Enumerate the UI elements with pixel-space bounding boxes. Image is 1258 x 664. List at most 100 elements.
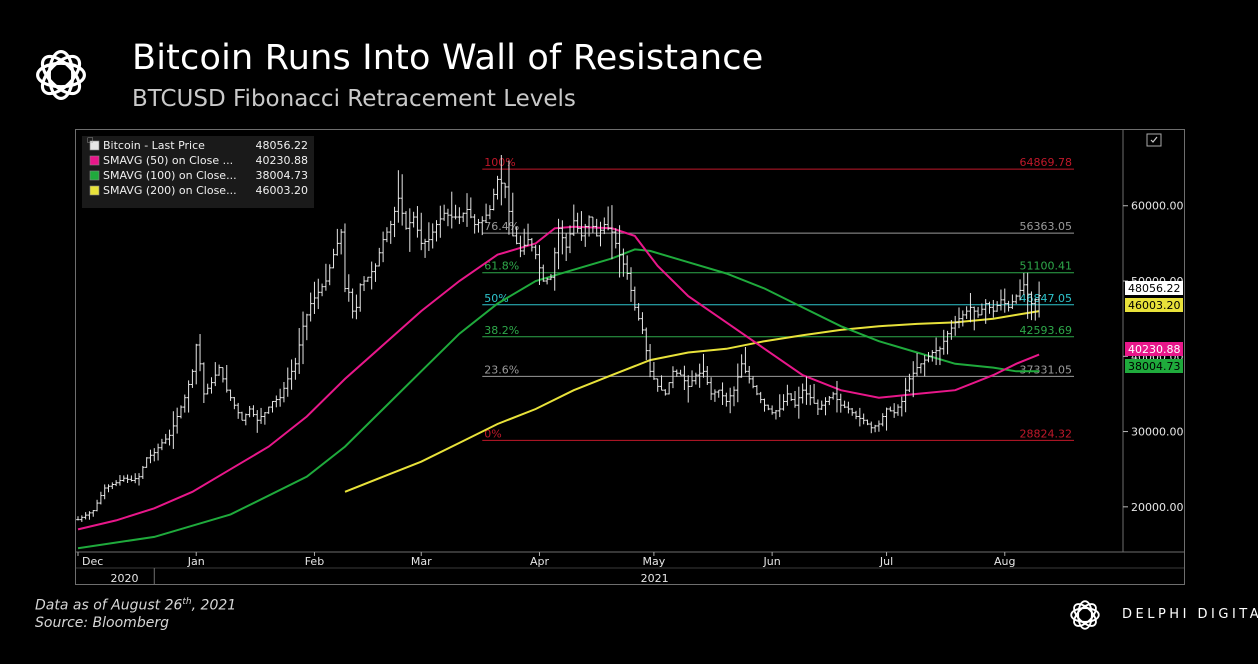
price-bar [823,397,828,416]
price-bar [919,363,923,374]
price-bar [995,301,999,312]
price-bar [903,377,908,413]
delphi-brand-icon [1070,600,1100,630]
x-year-label: 2020 [111,572,139,584]
price-bar [133,473,138,484]
price-bar [488,205,492,220]
price-bar [327,264,332,286]
fib-value-label: 64869.78 [1020,156,1073,169]
last-value-tag: 48056.22 [1125,281,1183,295]
price-bar [934,337,938,366]
price-bar [350,288,355,319]
price-bar [747,366,752,384]
price-bar [301,311,305,365]
price-bar [125,474,130,484]
fib-level: 100% 64869.78 [482,156,1074,170]
price-bar [179,405,183,419]
price-bar [446,208,450,227]
price-bar [819,400,824,410]
price-bar [938,346,942,366]
price-bar [247,405,252,418]
legend-entry: Bitcoin - Last Price 48056.22 [89,139,308,152]
price-bar [465,193,469,227]
legend-swatch [89,140,100,151]
price-bar [911,361,916,398]
price-bar [655,378,660,392]
price-bar [388,220,393,244]
price-bar [964,306,969,319]
price-bar [1029,291,1034,321]
price-bar [598,221,603,247]
price-bar [270,400,275,413]
price-bar [713,389,717,402]
price-bar [854,410,858,420]
price-bar [880,413,885,427]
price-bar [838,393,843,413]
price-bar [1002,288,1007,313]
price-bar [926,352,931,363]
price-bar [739,354,744,378]
page-subtitle: BTCUSD Fibonacci Retracement Levels [132,86,576,112]
price-bar [510,192,515,237]
price-bar [366,276,370,282]
price-bar [121,475,126,482]
price-bar [564,233,568,262]
price-bar [694,372,698,385]
price-bar [743,346,748,374]
price-bar [381,231,385,263]
price-bar [835,380,839,413]
price-bar [213,362,218,387]
price-bar [305,313,309,341]
brand-name: DELPHI DIGITAL [1122,607,1258,622]
price-bar [785,384,790,406]
fib-percent-label: 0% [484,427,501,440]
price-bar [499,155,504,206]
last-value-tag: 40230.88 [1125,342,1183,356]
price-bar [983,299,988,324]
legend-label: SMAVG (50) on Close ... [103,154,233,167]
price-bar [476,218,481,233]
price-bar [545,277,549,285]
price-bar [652,362,656,380]
price-bar [976,306,980,318]
price-bar [697,363,702,388]
price-bar [861,413,866,425]
price-bar [583,223,588,247]
price-bar [972,306,977,331]
price-bar [244,413,248,426]
last-value-tag-box [1125,281,1183,295]
price-bar [106,484,111,493]
price-bar [953,315,957,336]
price-bar [709,377,713,401]
price-bar [415,206,420,238]
price-bar [701,353,706,378]
legend-value: 40230.88 [256,154,309,167]
price-bar [469,197,473,219]
price-bar [457,207,462,225]
price-bar [629,267,633,302]
price-bar [472,214,477,234]
price-bar [156,443,160,461]
price-bar [419,212,424,251]
price-bar [339,229,343,255]
x-month-label: Jan [187,555,205,568]
sma200-line [344,310,1040,493]
legend-label: SMAVG (200) on Close... [103,184,237,197]
x-month-label: Aug [994,555,1015,568]
price-bar [617,225,622,278]
data-date-note: Data as of August 26th, 2021 [35,597,236,614]
price-bars [76,155,1041,522]
price-bar [160,438,164,451]
price-bar [83,512,88,520]
price-bar [228,389,233,401]
price-bar [76,516,80,521]
price-bar [777,394,782,418]
price-bar [167,429,172,446]
price-bar [507,160,511,235]
price-bar [800,383,805,404]
price-bar [251,405,256,417]
last-value-tag-label: 48056.22 [1128,282,1181,295]
fib-level: 61.8% 51100.41 [482,260,1074,274]
price-bar [640,312,645,335]
price-bar [808,384,813,406]
